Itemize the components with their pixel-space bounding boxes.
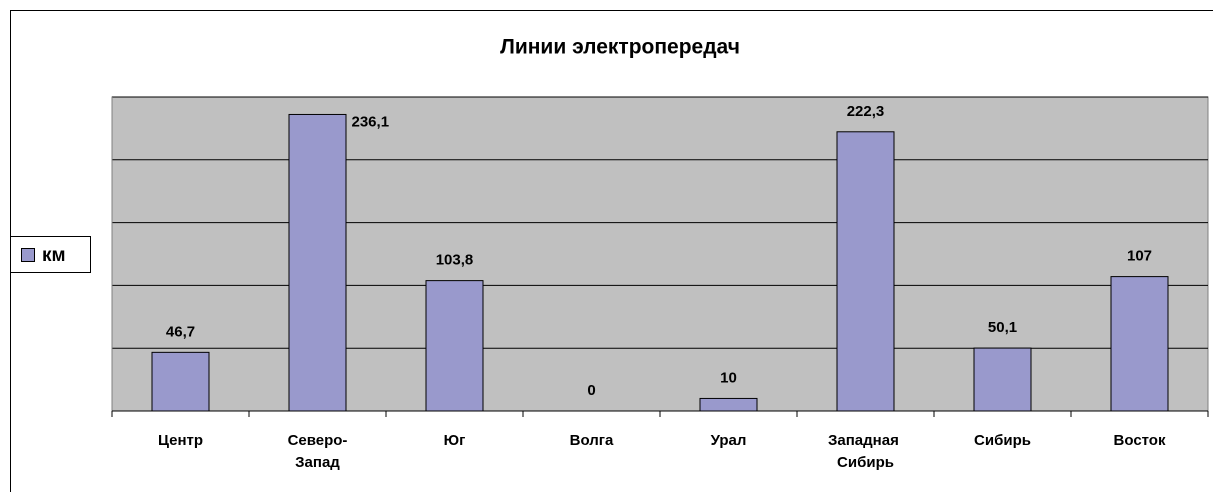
bar (973, 347, 1032, 412)
data-label: 50,1 (988, 319, 1017, 336)
data-label: 222,3 (847, 103, 885, 120)
data-label: 103,8 (436, 252, 474, 269)
plot-area (111, 96, 1209, 412)
x-tick-label: Урал (711, 432, 747, 449)
data-label: 0 (587, 382, 595, 399)
bar (425, 280, 484, 412)
data-label: 236,1 (352, 113, 390, 130)
x-tick-label: Волга (570, 432, 614, 449)
x-tick-label: Центр (158, 432, 203, 449)
data-label: 46,7 (166, 323, 195, 340)
bar (699, 397, 758, 412)
data-label: 107 (1127, 248, 1152, 265)
x-tick-label: Западная Сибирь (828, 432, 903, 471)
bar (288, 113, 347, 412)
x-tick-label: Восток (1114, 432, 1166, 449)
bar (151, 351, 210, 412)
bar (836, 131, 895, 412)
x-tick-label: Юг (444, 432, 466, 449)
x-tick-label: Сибирь (974, 432, 1031, 449)
legend-box (10, 236, 91, 273)
x-tick-label: Северо-Запад (288, 432, 348, 471)
bar (1110, 276, 1169, 412)
chart-title: Линии электропередач (500, 36, 740, 59)
data-label: 10 (720, 369, 737, 386)
legend-swatch (21, 248, 35, 262)
legend-label: км (42, 245, 66, 266)
